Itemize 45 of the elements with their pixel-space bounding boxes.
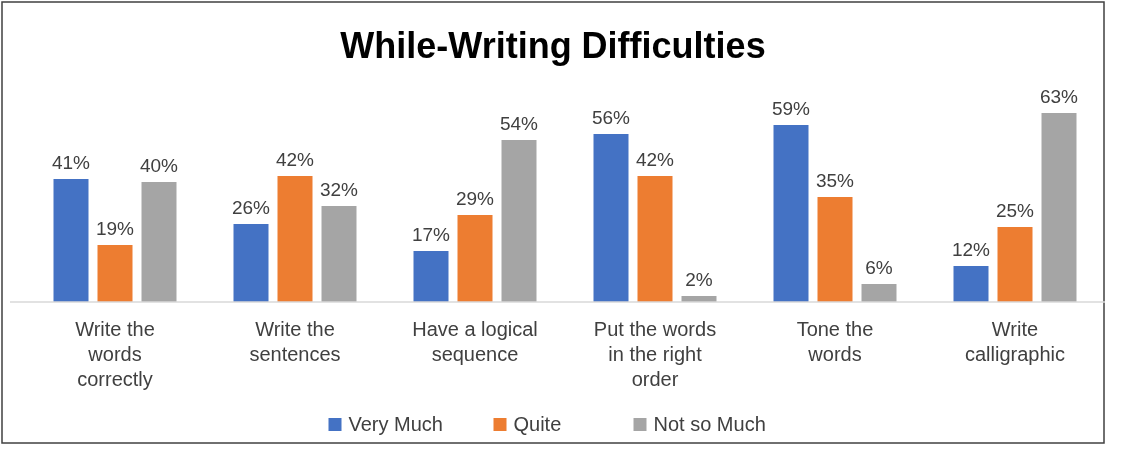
data-label: 32%: [319, 179, 359, 200]
data-label: 12%: [951, 239, 991, 260]
legend-label: Very Much: [348, 413, 443, 435]
data-label: 25%: [995, 200, 1035, 221]
data-label: 2%: [685, 269, 713, 290]
x-tick-label: Put the words in the right order: [593, 318, 717, 390]
data-label: 6%: [865, 257, 893, 278]
data-label: 29%: [455, 188, 495, 209]
bar: [593, 134, 629, 302]
data-label: 59%: [771, 98, 811, 119]
bar: [413, 251, 449, 302]
bar: [997, 227, 1033, 302]
x-tick-label: Write the sentences: [249, 318, 341, 365]
data-label: 54%: [499, 113, 539, 134]
bar: [141, 182, 177, 302]
bar: [97, 245, 133, 302]
data-label: 63%: [1039, 86, 1079, 107]
bar: [953, 266, 989, 302]
bar: [233, 224, 269, 302]
legend-label: Quite: [513, 413, 562, 435]
bar: [321, 206, 357, 302]
data-label: 41%: [51, 152, 91, 173]
data-label: 40%: [139, 155, 179, 176]
bar: [457, 215, 493, 302]
bar: [773, 125, 809, 302]
bar: [501, 140, 537, 302]
x-tick-label: Write the words correctly: [75, 318, 155, 390]
data-label: 42%: [275, 149, 315, 170]
x-tick-label: Tone the words: [796, 318, 874, 365]
bar: [637, 176, 673, 302]
data-label: 17%: [411, 224, 451, 245]
bar: [1041, 113, 1077, 302]
data-label: 26%: [231, 197, 271, 218]
data-label: 35%: [815, 170, 855, 191]
x-tick-label: Write calligraphic: [964, 318, 1066, 365]
bar: [53, 179, 89, 302]
data-label: 42%: [635, 149, 675, 170]
chart-title: While-Writing Difficulties: [340, 25, 766, 66]
bar: [277, 176, 313, 302]
data-label: 56%: [591, 107, 631, 128]
legend-label: Not so Much: [653, 413, 766, 435]
bar: [861, 284, 897, 302]
bar: [817, 197, 853, 302]
data-label: 19%: [95, 218, 135, 239]
x-tick-label: Have a logical sequence: [412, 318, 538, 365]
